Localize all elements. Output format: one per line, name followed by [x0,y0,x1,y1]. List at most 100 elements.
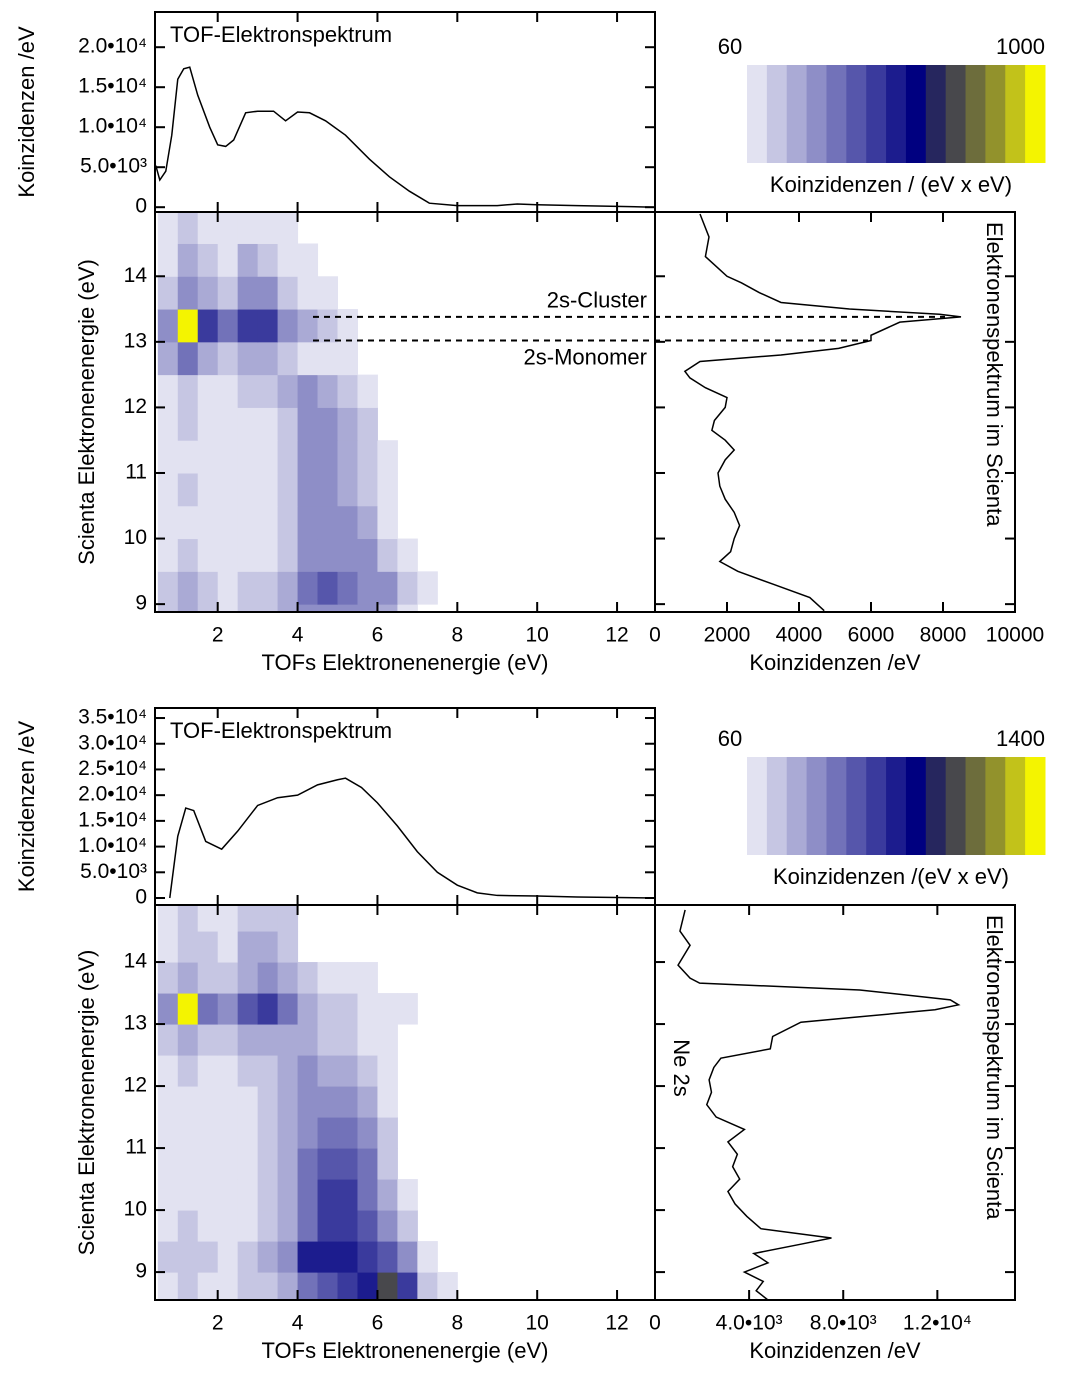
spectrum-line [155,66,656,208]
heatmap-cell [357,276,377,309]
heatmap-cell [417,1024,437,1056]
heatmap-cell [157,472,179,507]
heatmap-cell [297,407,319,441]
heatmap-cell [297,276,319,310]
heatmap-cell [397,1055,417,1087]
heatmap-cell [257,407,279,441]
heatmap-cell [317,440,339,474]
heatmap-cell [437,1117,457,1149]
y-tick-label: 9 [135,592,147,615]
heatmap-cell [318,243,338,276]
heatmap-cell [257,571,279,605]
heatmap-cell [177,1086,199,1118]
colorbar-step [866,65,887,163]
heatmap-cell [257,472,279,507]
x-tick-label: 2000 [704,624,751,647]
heatmap-cell [297,505,319,540]
heatmap-cell [437,243,457,276]
heatmap-cell [317,571,339,605]
heatmap-cell [197,1117,219,1149]
heatmap-cell [397,1272,418,1300]
y-tick-label: 0 [135,195,147,218]
colorbar-step [786,65,808,163]
x-tick-label: 8 [451,624,463,647]
heatmap-cell [257,538,279,572]
x-tick-label: 10000 [986,624,1044,647]
heatmap-cell [257,604,279,612]
heatmap-cell [357,1210,378,1242]
heatmap-cell [337,1086,358,1118]
y-tick-label: 10 [124,526,147,549]
heatmap-cell [337,538,358,572]
heatmap-cell [297,309,319,343]
colorbar-step [945,65,967,163]
colorbar-step [985,65,1006,163]
heatmap-cell [217,276,239,310]
heatmap-cell [237,905,259,932]
heatmap-cell [397,931,417,963]
heatmap-cell [357,1024,378,1056]
heatmap-cell [277,1086,299,1118]
y-tick-label: 11 [125,461,147,484]
heatmap-cell [177,1024,199,1056]
heatmap-cell [357,1148,378,1180]
heatmap-cell [177,472,199,507]
heatmap-cell [197,243,219,277]
x-tick-label: 12 [605,624,628,647]
heatmap-cell [197,1241,219,1273]
heatmap-cell [437,1055,457,1087]
heatmap-cell [357,440,378,474]
heatmap-cell [437,1148,457,1180]
heatmap-cell [197,276,219,310]
heatmap-cell [277,472,299,507]
heatmap-cell [237,1117,259,1149]
heatmap-cell [177,407,199,441]
heatmap-cell [157,1179,179,1211]
heatmap-cell [177,505,199,540]
colorbar-step [886,757,907,855]
heatmap-cell [257,1055,279,1087]
colorbar-step [786,757,808,855]
heatmap-cell [237,276,259,310]
heatmap-cell [377,472,398,507]
heatmap-cell [217,604,239,612]
heatmap-cell [337,505,358,540]
colorbar-step [766,65,788,163]
heatmap-cell [197,1086,219,1118]
heatmap-cell [197,1272,219,1300]
heatmap-cell [417,1210,437,1242]
heatmap-cell [277,1210,299,1242]
heatmap-cell [417,1241,438,1273]
heatmap-cell [318,931,338,963]
heatmap-cell [277,212,299,244]
heatmap-cell [217,374,239,408]
heatmap-cell [437,473,457,506]
heatmap-cell [277,1241,299,1273]
heatmap-cell [297,1148,319,1180]
heatmap-cell [217,1024,239,1056]
heatmap-cell [417,1086,437,1118]
heatmap-cell [397,1148,417,1180]
heatmap-cell [177,1117,199,1149]
heatmap-cell [197,374,219,408]
heatmap-cell [277,341,299,376]
heatmap-cell [217,341,239,376]
heatmap-cell [177,604,199,612]
heatmap-cell [257,1024,279,1056]
heatmap-cell [297,962,319,994]
heatmap-cell [277,962,299,994]
heatmap-cell [437,931,457,963]
heatmap-cell [217,931,239,963]
heatmap-cell [357,571,378,605]
heatmap-cell [257,993,279,1025]
colorbar-step [826,757,847,855]
heatmap-cell [377,309,397,342]
heatmap-cell [437,506,457,539]
heatmap-cell [337,993,358,1025]
heatmap-cell [397,342,417,375]
colorbar-step [965,757,986,855]
heatmap-cell [277,505,299,540]
heatmap-cell [237,341,259,376]
